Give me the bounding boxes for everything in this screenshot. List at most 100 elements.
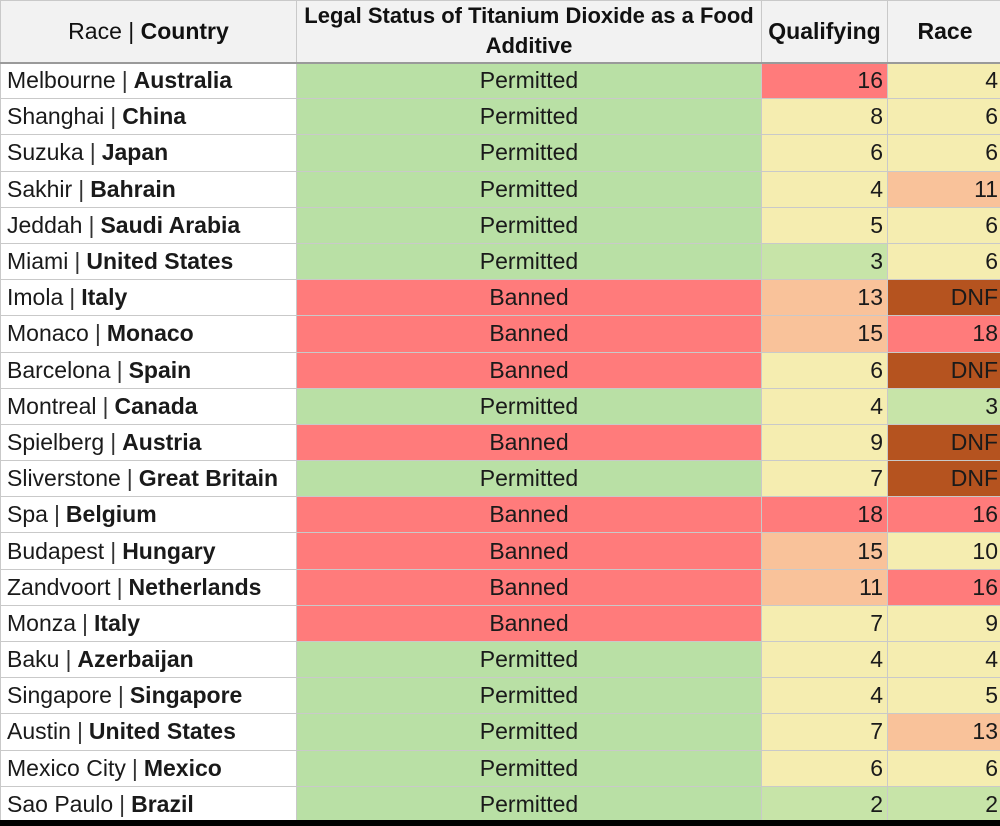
legal-status-cell[interactable]: Permitted (296, 387, 762, 425)
race-result-cell[interactable]: 6 (887, 242, 1000, 281)
race-result-cell[interactable]: 10 (887, 532, 1000, 570)
qualifying-cell[interactable]: 16 (761, 61, 888, 100)
race-city: Baku (7, 646, 60, 673)
race-country-cell[interactable]: Budapest | Hungary (0, 532, 297, 570)
legal-status-cell[interactable]: Banned (296, 423, 762, 462)
qualifying-cell[interactable]: 6 (761, 749, 888, 787)
race-result-cell[interactable]: 6 (887, 206, 1000, 244)
race-result-cell[interactable]: 6 (887, 134, 1000, 172)
race-result-cell[interactable]: 2 (887, 785, 1000, 820)
race-country-cell[interactable]: Monza | Italy (0, 604, 297, 643)
legal-status-cell[interactable]: Permitted (296, 242, 762, 281)
race-result-cell[interactable]: DNF (887, 351, 1000, 389)
legal-status-cell[interactable]: Permitted (296, 640, 762, 679)
legal-status-cell[interactable]: Permitted (296, 134, 762, 172)
race-country-separator: | (82, 609, 89, 636)
race-country-cell[interactable]: Sakhir | Bahrain (0, 170, 297, 208)
qualifying-cell[interactable]: 18 (761, 496, 888, 534)
legal-status-cell[interactable]: Banned (296, 568, 762, 606)
race-country-cell[interactable]: Shanghai | China (0, 98, 297, 136)
race-country-cell[interactable]: Imola | Italy (0, 279, 297, 317)
qualifying-cell[interactable]: 11 (761, 568, 888, 606)
legal-status-cell[interactable]: Permitted (296, 677, 762, 715)
legal-status-cell[interactable]: Permitted (296, 460, 762, 498)
header-qualifying[interactable]: Qualifying (761, 0, 888, 64)
qualifying-cell[interactable]: 13 (761, 279, 888, 317)
qualifying-cell[interactable]: 9 (761, 423, 888, 462)
race-country-separator: | (94, 320, 101, 347)
race-country-cell[interactable]: Sliverstone | Great Britain (0, 460, 297, 498)
race-city: Monza (7, 609, 77, 636)
qualifying-cell[interactable]: 15 (761, 315, 888, 353)
legal-status-cell[interactable]: Permitted (296, 61, 762, 100)
header-legal-status[interactable]: Legal Status of Titanium Dioxide as a Fo… (296, 0, 762, 64)
qualifying-cell[interactable]: 4 (761, 640, 888, 679)
race-country-cell[interactable]: Barcelona | Spain (0, 351, 297, 389)
race-result-cell[interactable]: DNF (887, 423, 1000, 462)
qualifying-cell[interactable]: 7 (761, 713, 888, 751)
race-country-cell[interactable]: Melbourne | Australia (0, 61, 297, 100)
table-row: Monza | Italy Banned 7 9 (0, 604, 1000, 643)
race-country-cell[interactable]: Montreal | Canada (0, 387, 297, 425)
qualifying-cell[interactable]: 8 (761, 98, 888, 136)
race-country-cell[interactable]: Spielberg | Austria (0, 423, 297, 462)
race-country-cell[interactable]: Jeddah | Saudi Arabia (0, 206, 297, 244)
qualifying-cell[interactable]: 3 (761, 242, 888, 281)
legal-status-cell[interactable]: Permitted (296, 785, 762, 820)
race-country-cell[interactable]: Suzuka | Japan (0, 134, 297, 172)
legal-status-cell[interactable]: Permitted (296, 206, 762, 244)
legal-status-cell[interactable]: Permitted (296, 170, 762, 208)
race-city: Austin (7, 718, 71, 745)
race-result-cell[interactable]: 18 (887, 315, 1000, 353)
race-result-cell[interactable]: 6 (887, 749, 1000, 787)
race-country-separator: | (121, 67, 128, 94)
race-country-cell[interactable]: Zandvoort | Netherlands (0, 568, 297, 606)
race-result-cell[interactable]: 4 (887, 640, 1000, 679)
header-race-country[interactable]: Race | Country (0, 0, 297, 64)
qualifying-cell[interactable]: 7 (761, 604, 888, 643)
race-country-separator: | (110, 537, 117, 564)
race-result-cell[interactable]: 11 (887, 170, 1000, 208)
legal-status-cell[interactable]: Banned (296, 351, 762, 389)
race-result-cell[interactable]: 16 (887, 496, 1000, 534)
race-country-cell[interactable]: Singapore | Singapore (0, 677, 297, 715)
qualifying-cell[interactable]: 5 (761, 206, 888, 244)
race-result-cell[interactable]: 13 (887, 713, 1000, 751)
qualifying-cell[interactable]: 6 (761, 134, 888, 172)
qualifying-cell[interactable]: 15 (761, 532, 888, 570)
qualifying-cell[interactable]: 4 (761, 677, 888, 715)
race-country-cell[interactable]: Austin | United States (0, 713, 297, 751)
qualifying-cell[interactable]: 6 (761, 351, 888, 389)
race-result-cell[interactable]: DNF (887, 279, 1000, 317)
race-result-cell[interactable]: 16 (887, 568, 1000, 606)
race-country-cell[interactable]: Sao Paulo | Brazil (0, 785, 297, 820)
race-city: Singapore (7, 682, 112, 709)
qualifying-cell[interactable]: 7 (761, 460, 888, 498)
legal-status-cell[interactable]: Banned (296, 532, 762, 570)
header-race[interactable]: Race (887, 0, 1000, 64)
qualifying-cell[interactable]: 2 (761, 785, 888, 820)
race-country-separator: | (65, 646, 72, 673)
legal-status-cell[interactable]: Permitted (296, 749, 762, 787)
legal-status-cell[interactable]: Permitted (296, 713, 762, 751)
legal-status-cell[interactable]: Banned (296, 496, 762, 534)
legal-status-cell[interactable]: Permitted (296, 98, 762, 136)
race-country-cell[interactable]: Monaco | Monaco (0, 315, 297, 353)
race-result-cell[interactable]: 5 (887, 677, 1000, 715)
race-country-cell[interactable]: Miami | United States (0, 242, 297, 281)
race-result-cell[interactable]: 9 (887, 604, 1000, 643)
race-result-cell[interactable]: 6 (887, 98, 1000, 136)
table-row: Spielberg | Austria Banned 9 DNF (0, 423, 1000, 462)
legal-status-cell[interactable]: Banned (296, 279, 762, 317)
country-name: Mexico (143, 754, 222, 781)
race-country-cell[interactable]: Mexico City | Mexico (0, 749, 297, 787)
race-result-cell[interactable]: DNF (887, 460, 1000, 498)
legal-status-cell[interactable]: Banned (296, 604, 762, 643)
race-country-cell[interactable]: Spa | Belgium (0, 496, 297, 534)
qualifying-cell[interactable]: 4 (761, 170, 888, 208)
race-country-cell[interactable]: Baku | Azerbaijan (0, 640, 297, 679)
qualifying-cell[interactable]: 4 (761, 387, 888, 425)
race-result-cell[interactable]: 3 (887, 387, 1000, 425)
legal-status-cell[interactable]: Banned (296, 315, 762, 353)
race-result-cell[interactable]: 4 (887, 61, 1000, 100)
